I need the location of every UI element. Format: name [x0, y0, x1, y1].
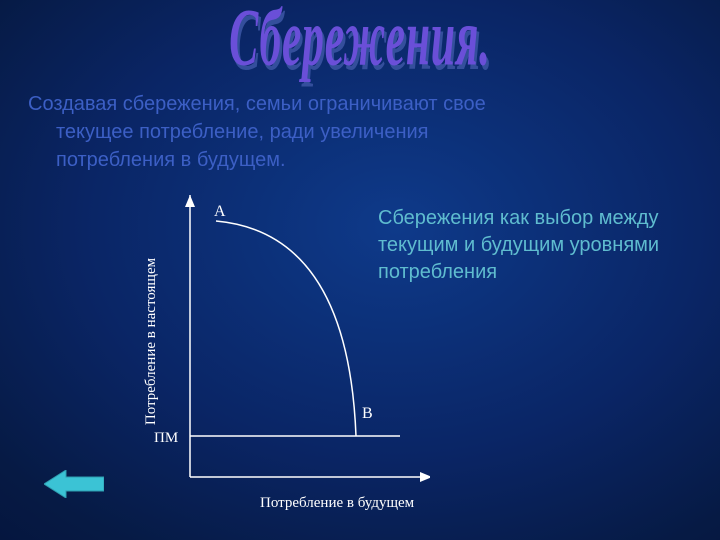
para-line-1: Создавая сбережения, семьи ограничивают … — [28, 93, 486, 115]
intro-paragraph: Создавая сбережения, семьи ограничивают … — [28, 90, 688, 174]
point-B-label: В — [362, 405, 373, 423]
arrow-left-icon — [44, 470, 104, 498]
para-line-2: текущее потребление, ради увеличения — [28, 118, 688, 146]
back-arrow-button[interactable] — [44, 470, 104, 498]
point-A-label: А — [214, 203, 226, 221]
chart-drawing — [130, 195, 430, 515]
x-axis-label: Потребление в будущем — [260, 495, 414, 512]
pm-label: ПМ — [154, 430, 178, 447]
page-title: Сбережения. — [229, 0, 491, 85]
para-line-3: потребления в будущем. — [28, 146, 688, 174]
y-axis-label: Потребление в настоящем — [143, 258, 160, 425]
savings-chart: Потребление в настоящем Потребление в бу… — [130, 195, 430, 515]
